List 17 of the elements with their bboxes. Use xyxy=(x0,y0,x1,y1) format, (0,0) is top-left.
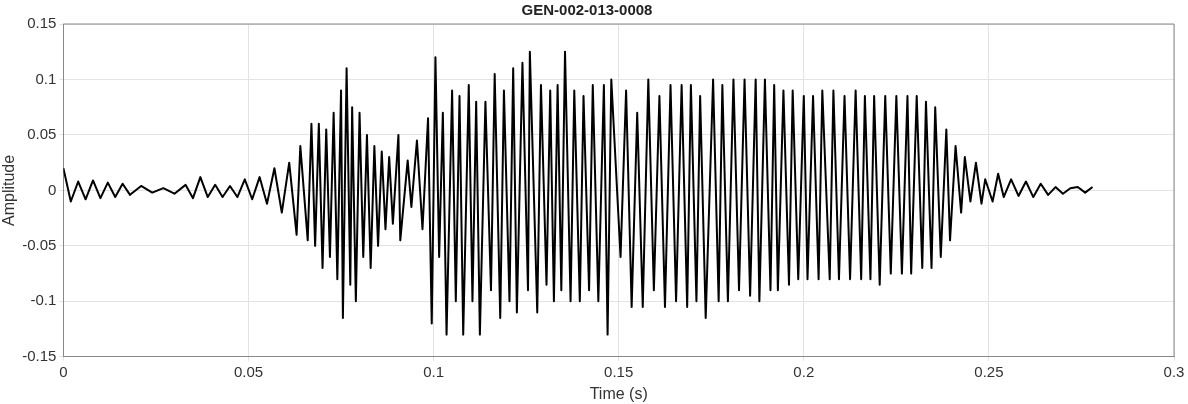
y-tick-label: -0.1 xyxy=(30,291,57,309)
y-tick-label: -0.15 xyxy=(22,346,57,364)
x-tick-label: 0.2 xyxy=(793,362,815,380)
y-tick-label: -0.05 xyxy=(22,236,57,254)
x-axis-title: Time (s) xyxy=(589,384,648,402)
x-tick-label: 0.25 xyxy=(974,362,1004,380)
y-tick-label: 0.05 xyxy=(27,125,57,143)
x-tick-label: 0.3 xyxy=(1163,362,1185,380)
x-tick-label: 0.15 xyxy=(604,362,634,380)
x-tick-label: 0.1 xyxy=(423,362,445,380)
y-tick-label: 0.1 xyxy=(35,69,57,87)
chart-title: GEN-002-013-0008 xyxy=(521,1,653,19)
x-tick-label: 0.05 xyxy=(233,362,264,380)
y-axis-title: Amplitude xyxy=(0,154,18,226)
x-tick-label: 0 xyxy=(59,362,68,380)
y-tick-label: 0 xyxy=(48,180,57,198)
y-tick-label: 0.15 xyxy=(27,14,57,32)
